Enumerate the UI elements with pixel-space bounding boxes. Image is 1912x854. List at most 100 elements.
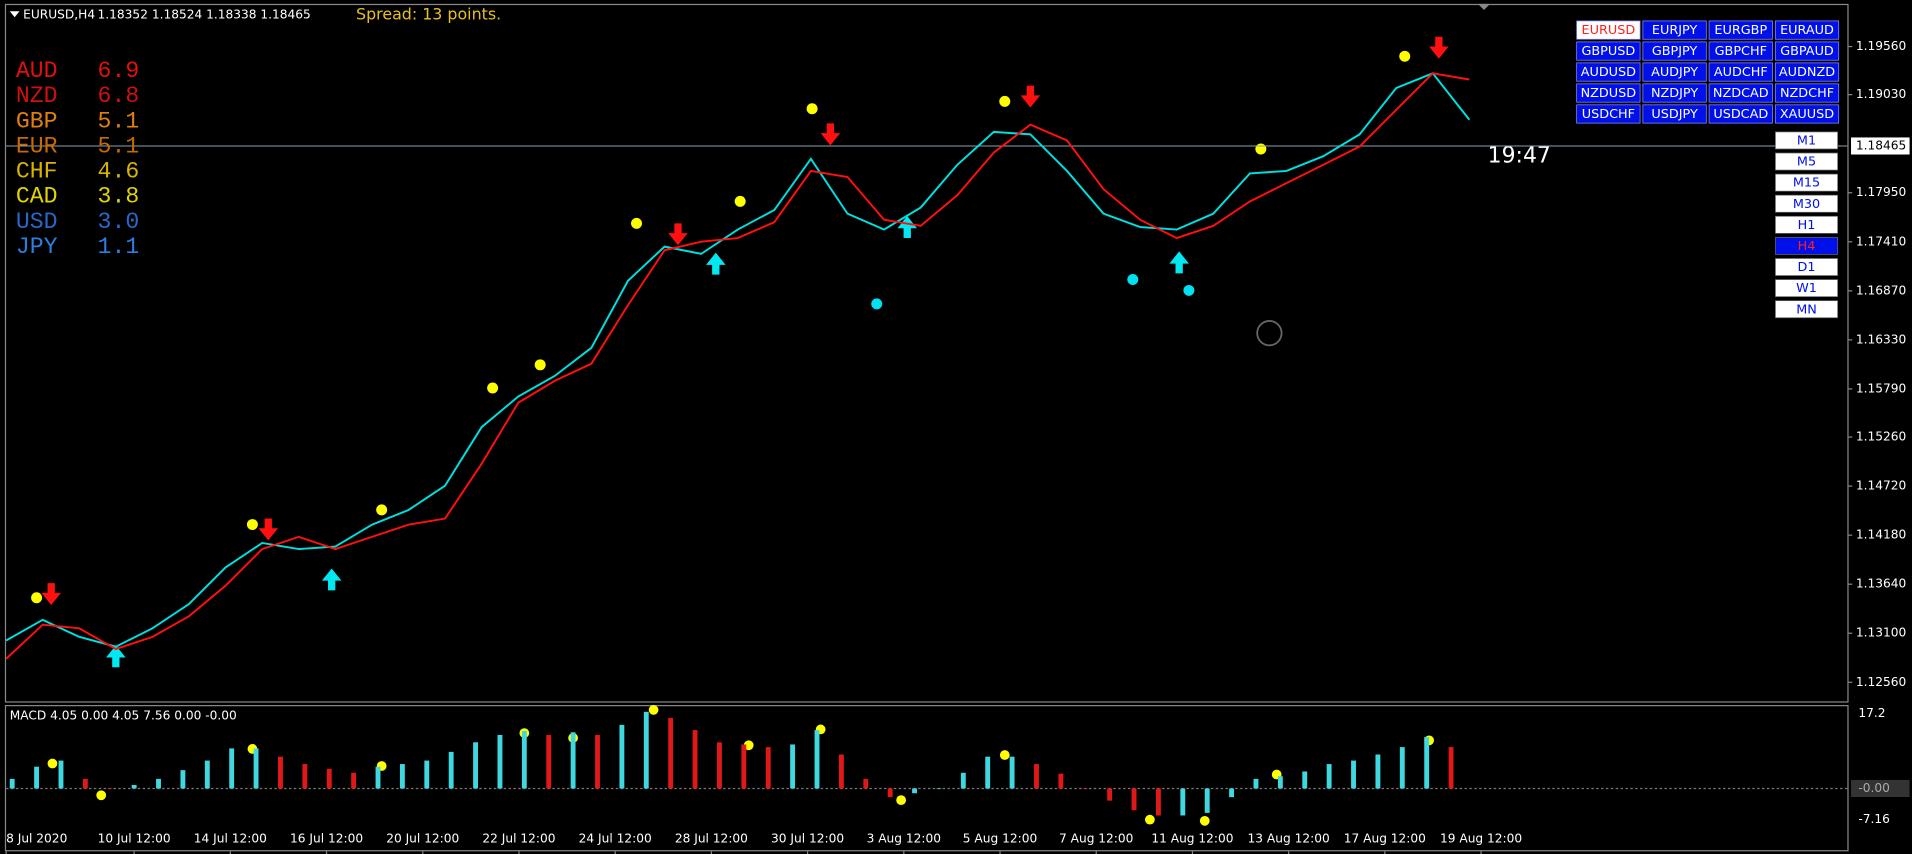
symbol-label[interactable]: GBPUSD <box>1581 44 1635 59</box>
symbol-label[interactable]: NZDCHF <box>1780 86 1834 101</box>
symbol-label[interactable]: EURAUD <box>1780 23 1834 38</box>
symbol-button[interactable] <box>1576 20 1641 40</box>
currency: CHF <box>16 159 58 185</box>
macd-bar <box>156 778 161 789</box>
timer: 19:47 <box>1488 143 1551 168</box>
x-tick-label: 28 Jul 12:00 <box>675 832 748 846</box>
symbol-label[interactable]: NZDUSD <box>1581 86 1637 101</box>
symbol-label[interactable]: USDCHF <box>1582 107 1635 122</box>
symbol-label[interactable]: GBPAUD <box>1780 44 1834 59</box>
timeframe-label[interactable]: M15 <box>1793 176 1820 191</box>
yellow-dot <box>487 382 499 394</box>
macd-bar <box>717 742 722 789</box>
timeframe-button[interactable] <box>1775 131 1838 150</box>
y-tick-label: 1.16330 <box>1856 332 1906 346</box>
symbol-label[interactable]: GBPCHF <box>1715 44 1767 59</box>
menu-triangle[interactable] <box>9 11 20 18</box>
macd-bar <box>351 772 357 789</box>
macd-bar <box>668 717 674 789</box>
macd-bar <box>326 768 332 789</box>
x-tick-label: 17 Aug 12:00 <box>1344 832 1426 846</box>
timeframe-label[interactable]: D1 <box>1798 260 1816 275</box>
current-price-box <box>1851 137 1910 155</box>
symbol-label[interactable]: AUDNZD <box>1779 65 1835 80</box>
yellow-dot <box>534 359 546 371</box>
symbol-button[interactable] <box>1642 83 1707 103</box>
strength-value: 5.1 <box>98 108 140 134</box>
up-arrow <box>321 568 342 591</box>
timeframe-button[interactable] <box>1775 237 1838 255</box>
macd-dot <box>1145 814 1155 825</box>
symbol-label[interactable]: AUDJPY <box>1651 65 1698 80</box>
x-tick-label: 13 Aug 12:00 <box>1248 832 1330 846</box>
symbol-button[interactable] <box>1774 62 1840 82</box>
symbol-button[interactable] <box>1708 83 1773 103</box>
cyan-dot <box>1127 273 1139 285</box>
timeframe-button[interactable] <box>1775 173 1838 192</box>
symbol-label[interactable]: EURGBP <box>1714 23 1767 38</box>
macd-bar <box>1034 764 1039 789</box>
symbol-button[interactable] <box>1642 62 1707 82</box>
symbol-button[interactable] <box>1708 20 1773 40</box>
timeframe-label[interactable]: M30 <box>1793 197 1820 212</box>
macd-label: MACD 4.05 0.00 4.05 7.56 0.00 -0.00 <box>10 708 237 722</box>
symbol-label[interactable]: XAUUSD <box>1780 107 1834 122</box>
timeframe-label[interactable]: W1 <box>1796 281 1817 296</box>
symbol-button[interactable] <box>1708 41 1773 61</box>
currency: NZD <box>16 83 58 109</box>
currency: USD <box>16 209 58 235</box>
symbol-button[interactable] <box>1642 104 1707 124</box>
symbol-button[interactable] <box>1708 62 1773 82</box>
macd-dot <box>999 750 1010 760</box>
symbol-button[interactable] <box>1642 20 1707 40</box>
symbol-button[interactable] <box>1774 41 1840 61</box>
symbol-label[interactable]: NZDCAD <box>1713 86 1769 101</box>
timeframe-button[interactable] <box>1775 279 1838 298</box>
symbol-label[interactable]: USDCAD <box>1713 107 1768 122</box>
y-tick-label: 1.17410 <box>1856 234 1906 248</box>
symbol-button[interactable] <box>1774 83 1840 103</box>
symbol-button[interactable] <box>1576 62 1641 82</box>
timeframe-button[interactable] <box>1775 300 1838 319</box>
timeframe-button[interactable] <box>1775 258 1838 276</box>
symbol-label[interactable]: AUDUSD <box>1581 65 1636 80</box>
yellow-dot <box>1399 50 1411 62</box>
strength-value: 6.9 <box>98 58 140 84</box>
macd-bar <box>985 756 991 789</box>
symbol-button[interactable] <box>1576 83 1641 103</box>
macd-bar <box>521 730 527 789</box>
currency: EUR <box>16 133 58 159</box>
symbol-button[interactable] <box>1576 104 1641 124</box>
timeframe-label[interactable]: MN <box>1796 302 1817 317</box>
cyan-dot <box>1183 284 1195 296</box>
x-tick-label: 14 Jul 12:00 <box>194 832 267 846</box>
currency: GBP <box>16 108 58 134</box>
down-arrow <box>1429 36 1449 59</box>
macd-bar <box>375 766 381 789</box>
symbol-button[interactable] <box>1708 104 1773 124</box>
symbol-button[interactable] <box>1576 41 1641 61</box>
symbol-label[interactable]: GBPJPY <box>1652 44 1698 59</box>
timeframe-label[interactable]: H4 <box>1798 239 1816 254</box>
macd-bar <box>814 730 820 789</box>
macd-bar <box>863 778 869 789</box>
symbol-label[interactable]: EURUSD <box>1582 23 1636 38</box>
up-arrow <box>897 216 917 238</box>
symbol-label[interactable]: USDJPY <box>1651 107 1698 122</box>
timeframe-button[interactable] <box>1775 194 1838 213</box>
symbol-button[interactable] <box>1642 41 1707 61</box>
symbol-button[interactable] <box>1774 20 1840 40</box>
symbol-label[interactable]: AUDCHF <box>1714 65 1768 80</box>
symbol-label[interactable]: NZDJPY <box>1651 86 1698 101</box>
macd-tick-label: 17.2 <box>1858 706 1885 720</box>
symbol-label[interactable]: EURJPY <box>1652 23 1698 38</box>
timeframe-label[interactable]: M1 <box>1797 134 1816 149</box>
timeframe-label[interactable]: M5 <box>1797 155 1816 170</box>
macd-bar <box>497 734 503 789</box>
symbol-button[interactable] <box>1774 104 1840 124</box>
timeframe-label[interactable]: H1 <box>1798 218 1816 233</box>
zero-label: -0.00 <box>1858 781 1890 795</box>
timeframe-button[interactable] <box>1775 215 1838 234</box>
timeframe-button[interactable] <box>1775 152 1838 171</box>
macd-bar <box>765 747 771 789</box>
